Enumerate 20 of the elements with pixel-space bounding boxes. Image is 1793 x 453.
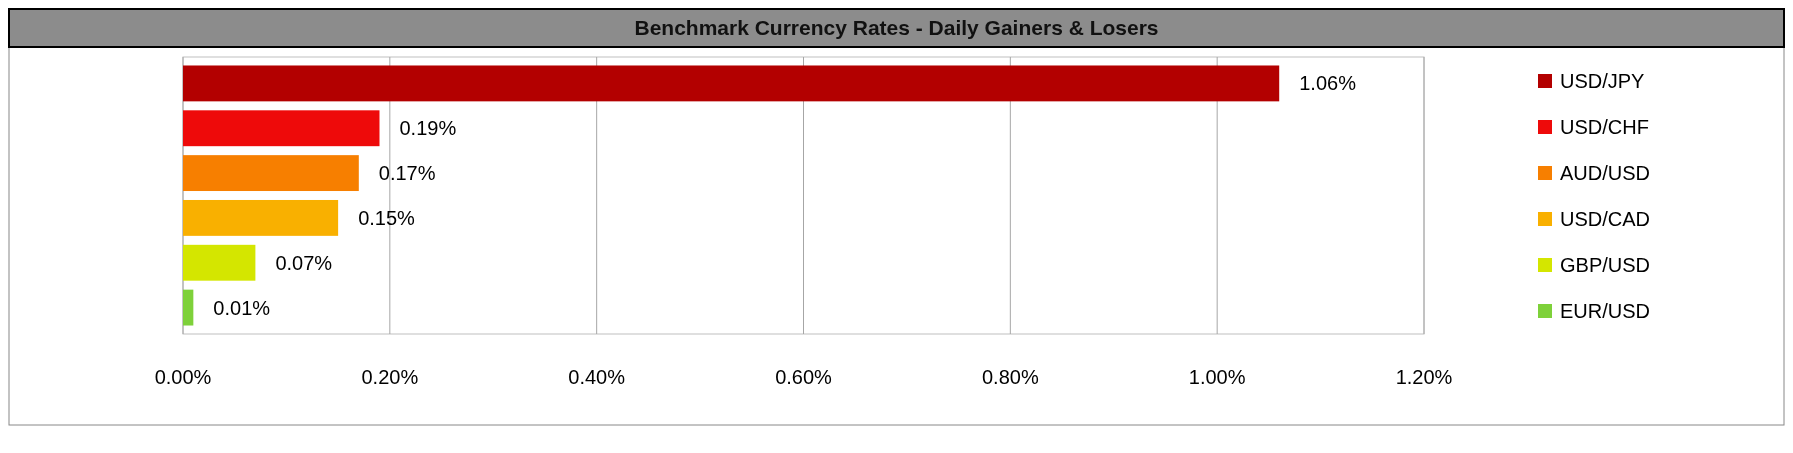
legend-label: GBP/USD <box>1560 254 1651 276</box>
x-tick-label: 0.20% <box>361 366 419 388</box>
x-tick-label: 0.60% <box>775 366 833 388</box>
chart-title: Benchmark Currency Rates - Daily Gainers & Losers <box>634 16 1159 39</box>
text: 0.19% <box>399 117 457 140</box>
text: 1.06% <box>1299 72 1356 95</box>
legend-label: USD/CHF <box>1560 116 1649 138</box>
legend-label: EUR/USD <box>1560 300 1651 322</box>
x-tick-label: 0.40% <box>568 366 626 388</box>
legend-label: USD/JPY <box>1560 70 1645 92</box>
x-tick-label: 0.80% <box>981 366 1039 388</box>
text: 0.17% <box>378 162 436 185</box>
legend-label: AUD/USD <box>1560 162 1651 184</box>
text: 0.07% <box>275 251 333 274</box>
x-tick-label: 1.00% <box>1188 366 1246 388</box>
text: 0.01% <box>213 296 271 319</box>
x-tick-label: 0.00% <box>154 366 212 388</box>
text: 0.15% <box>358 206 415 229</box>
x-tick-label: 1.20% <box>1395 366 1453 388</box>
legend-label: USD/CAD <box>1560 208 1651 230</box>
